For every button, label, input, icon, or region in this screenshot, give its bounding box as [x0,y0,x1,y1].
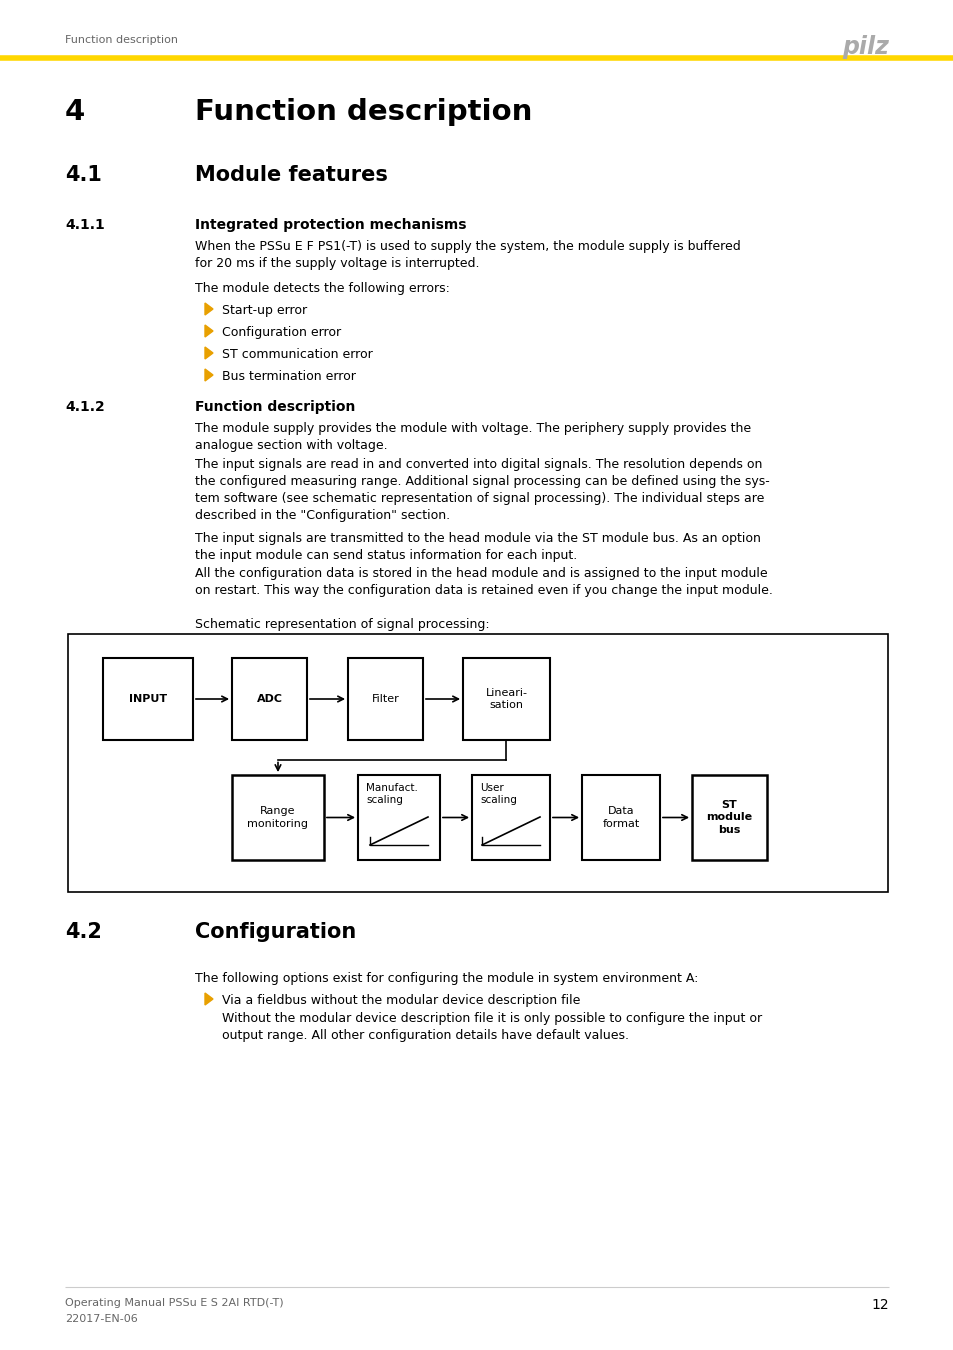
Bar [581,775,659,860]
Text: INPUT: INPUT [129,694,167,703]
Text: Filter: Filter [372,694,399,703]
Text: User
scaling: User scaling [479,783,517,806]
Text: Module features: Module features [194,165,388,185]
Text: ST
module
bus: ST module bus [706,801,752,834]
Text: Manufact.
scaling: Manufact. scaling [366,783,417,806]
Bar [691,775,766,860]
Text: Via a fieldbus without the modular device description file: Via a fieldbus without the modular devic… [222,994,579,1007]
Text: 4.1.1: 4.1.1 [65,217,105,232]
Polygon shape [205,347,213,359]
Bar [348,657,422,740]
Polygon shape [205,994,213,1004]
Text: Configuration error: Configuration error [222,325,341,339]
Text: 4.1: 4.1 [65,165,102,185]
Polygon shape [205,325,213,338]
Bar [462,657,550,740]
Text: 22017-EN-06: 22017-EN-06 [65,1314,137,1324]
Text: Function description: Function description [65,35,178,45]
Text: Schematic representation of signal processing:: Schematic representation of signal proce… [194,618,489,630]
Text: 4.2: 4.2 [65,922,102,942]
Bar [232,657,307,740]
Text: Range
monitoring: Range monitoring [247,806,308,829]
Text: All the configuration data is stored in the head module and is assigned to the i: All the configuration data is stored in … [194,567,772,597]
Text: 4: 4 [65,99,85,126]
Text: Lineari-
sation: Lineari- sation [485,687,527,710]
Bar [103,657,193,740]
Text: 12: 12 [870,1297,888,1312]
Text: Without the modular device description file it is only possible to configure the: Without the modular device description f… [222,1012,761,1042]
Bar [357,775,439,860]
Text: The module supply provides the module with voltage. The periphery supply provide: The module supply provides the module wi… [194,423,750,452]
Text: When the PSSu E F PS1(-T) is used to supply the system, the module supply is buf: When the PSSu E F PS1(-T) is used to sup… [194,240,740,270]
Text: Start-up error: Start-up error [222,304,307,317]
Text: Data
format: Data format [601,806,639,829]
Polygon shape [205,302,213,315]
Text: Operating Manual PSSu E S 2AI RTD(-T): Operating Manual PSSu E S 2AI RTD(-T) [65,1297,283,1308]
Text: The input signals are read in and converted into digital signals. The resolution: The input signals are read in and conver… [194,458,769,522]
Text: The module detects the following errors:: The module detects the following errors: [194,282,450,296]
Bar [232,775,324,860]
Text: Function description: Function description [194,400,355,414]
Text: The input signals are transmitted to the head module via the ST module bus. As a: The input signals are transmitted to the… [194,532,760,562]
Bar [68,634,887,892]
Text: pilz: pilz [841,35,888,59]
Bar [472,775,550,860]
Text: 4.1.2: 4.1.2 [65,400,105,414]
Text: Function description: Function description [194,99,532,126]
Text: Integrated protection mechanisms: Integrated protection mechanisms [194,217,466,232]
Text: ST communication error: ST communication error [222,348,373,360]
Text: The following options exist for configuring the module in system environment A:: The following options exist for configur… [194,972,698,986]
Text: Configuration: Configuration [194,922,355,942]
Text: ADC: ADC [256,694,282,703]
Text: Bus termination error: Bus termination error [222,370,355,383]
Polygon shape [205,369,213,381]
